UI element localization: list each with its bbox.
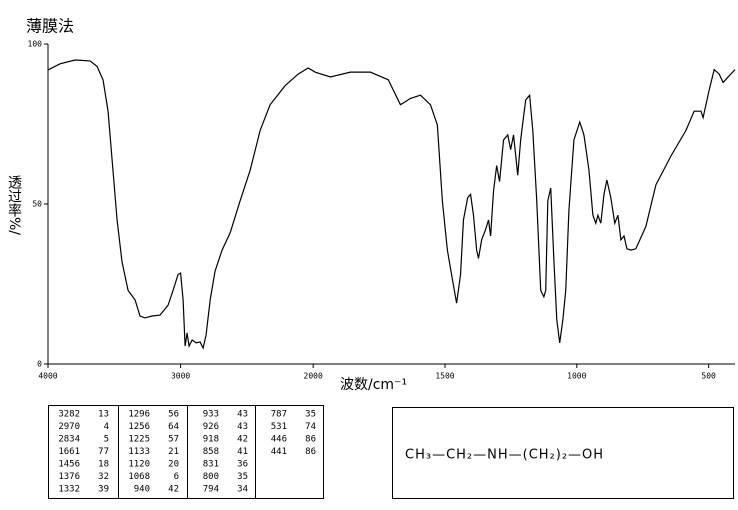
peak-transmittance: 64 <box>168 422 179 432</box>
peak-transmittance: 77 <box>98 447 109 457</box>
peak-wavenumber: 1256 <box>128 422 150 432</box>
peak-wavenumber: 1133 <box>128 447 150 457</box>
peak-transmittance: 42 <box>237 435 248 445</box>
peak-transmittance: 32 <box>98 472 109 482</box>
peak-transmittance: 57 <box>168 435 179 445</box>
peak-wavenumber: 2970 <box>58 422 80 432</box>
peak-wavenumber: 787 <box>271 410 287 420</box>
peak-transmittance: 42 <box>168 485 179 495</box>
peak-transmittance: 6 <box>174 472 179 482</box>
peak-wavenumber: 531 <box>271 422 287 432</box>
peak-transmittance: 39 <box>98 485 109 495</box>
peak-wavenumber: 1296 <box>128 410 150 420</box>
peak-wavenumber: 441 <box>271 447 287 457</box>
peak-transmittance: 36 <box>237 460 248 470</box>
peak-wavenumber: 926 <box>203 422 219 432</box>
peak-transmittance: 4 <box>104 422 109 432</box>
peak-wavenumber: 3282 <box>58 410 80 420</box>
peak-transmittance: 86 <box>305 435 316 445</box>
x-tick-label: 4000 <box>38 372 57 381</box>
peak-wavenumber: 940 <box>134 485 150 495</box>
peak-transmittance: 43 <box>237 422 248 432</box>
y-tick-label: 100 <box>28 40 43 49</box>
peak-transmittance: 20 <box>168 460 179 470</box>
peak-transmittance: 74 <box>305 422 316 432</box>
x-tick-label: 1000 <box>567 372 586 381</box>
peak-transmittance: 41 <box>237 447 248 457</box>
peak-wavenumber: 831 <box>203 460 219 470</box>
peak-wavenumber: 1661 <box>58 447 80 457</box>
formula-frame <box>392 407 734 499</box>
peak-transmittance: 56 <box>168 410 179 420</box>
peak-transmittance: 13 <box>98 410 109 420</box>
peak-transmittance: 18 <box>98 460 109 470</box>
peak-wavenumber: 1120 <box>128 460 150 470</box>
x-tick-label: 2000 <box>304 372 323 381</box>
peak-wavenumber: 800 <box>203 472 219 482</box>
peak-wavenumber: 1332 <box>58 485 80 495</box>
y-tick-label: 50 <box>32 200 42 209</box>
peak-transmittance: 35 <box>305 410 316 420</box>
chart-title: 薄膜法 <box>26 17 74 36</box>
peak-wavenumber: 1376 <box>58 472 80 482</box>
peak-transmittance: 21 <box>168 447 179 457</box>
peak-table-frame <box>48 405 324 499</box>
peak-transmittance: 35 <box>237 472 248 482</box>
peak-wavenumber: 446 <box>271 435 287 445</box>
peak-transmittance: 5 <box>104 435 109 445</box>
peak-wavenumber: 933 <box>203 410 219 420</box>
y-tick-label: 0 <box>37 360 42 369</box>
y-axis-label: 透过率%/ <box>6 175 22 235</box>
formula: CH₃—CH₂—NH—(CH₂)₂—OH <box>405 448 604 463</box>
peak-transmittance: 86 <box>305 447 316 457</box>
peak-wavenumber: 918 <box>203 435 219 445</box>
peak-wavenumber: 794 <box>203 485 219 495</box>
peak-transmittance: 34 <box>237 485 248 495</box>
peak-transmittance: 43 <box>237 410 248 420</box>
peak-wavenumber: 858 <box>203 447 219 457</box>
peak-wavenumber: 1225 <box>128 435 150 445</box>
peak-wavenumber: 2834 <box>58 435 80 445</box>
x-tick-label: 3000 <box>171 372 190 381</box>
x-axis-label: 波数/cm⁻¹ <box>340 377 407 393</box>
x-tick-label: 500 <box>701 372 716 381</box>
peak-wavenumber: 1068 <box>128 472 150 482</box>
x-tick-label: 1500 <box>435 372 454 381</box>
peak-wavenumber: 1456 <box>58 460 80 470</box>
spectrum-line <box>47 59 736 350</box>
